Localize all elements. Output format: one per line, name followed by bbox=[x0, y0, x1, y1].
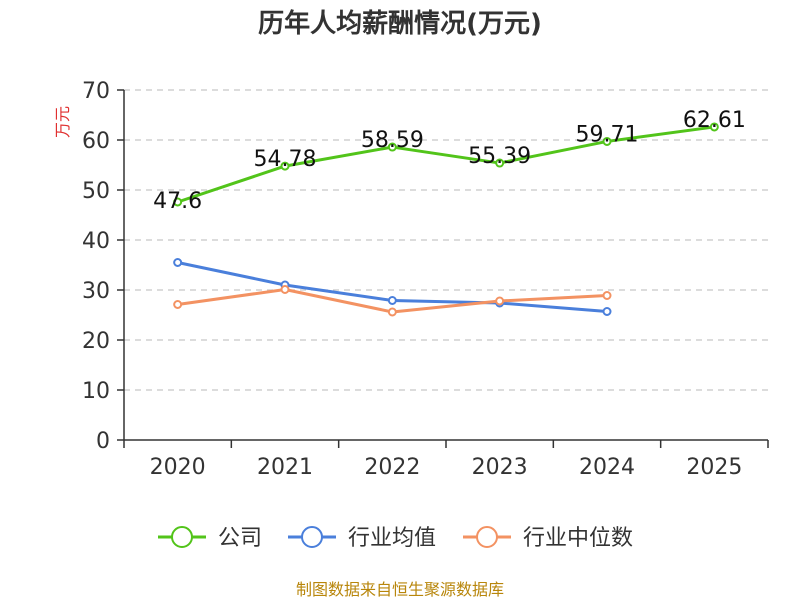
legend-item[interactable]: 行业均值 bbox=[288, 526, 436, 551]
legend[interactable]: 公司 行业均值 行业中位数 bbox=[158, 526, 633, 551]
data-label: 47.6 bbox=[153, 189, 202, 214]
y-tick-label: 0 bbox=[96, 429, 110, 454]
series-line bbox=[177, 125, 715, 204]
x-tick-label: 2024 bbox=[579, 455, 635, 480]
series-2 bbox=[173, 285, 612, 317]
data-label: 55.39 bbox=[468, 144, 531, 169]
source-note: 制图数据来自恒生聚源数据库 bbox=[296, 580, 504, 599]
y-tick-label: 50 bbox=[82, 179, 110, 204]
legend-label: 公司 bbox=[218, 526, 262, 551]
legend-item[interactable]: 公司 bbox=[158, 526, 262, 551]
data-point bbox=[173, 300, 183, 309]
legend-label: 行业中位数 bbox=[523, 526, 633, 551]
legend-label: 行业均值 bbox=[348, 526, 436, 551]
data-label: 62.61 bbox=[683, 108, 746, 133]
data-point bbox=[280, 161, 290, 171]
y-tick-label: 20 bbox=[82, 329, 110, 354]
x-tick-label: 2025 bbox=[686, 455, 742, 480]
legend-item[interactable]: 行业中位数 bbox=[463, 526, 633, 551]
data-point bbox=[387, 307, 397, 317]
data-point bbox=[495, 296, 505, 306]
gridlines bbox=[124, 89, 768, 391]
series-layer bbox=[173, 122, 719, 317]
data-label: 54.78 bbox=[254, 147, 317, 172]
legend-swatch-marker bbox=[476, 526, 498, 548]
data-labels: 47.6 54.78 58.59 55.39 59.71 62.61 bbox=[153, 108, 746, 214]
series-0 bbox=[173, 122, 719, 207]
y-tick-label: 10 bbox=[82, 379, 110, 404]
data-point bbox=[495, 158, 505, 168]
x-tick-label: 2022 bbox=[364, 455, 420, 480]
y-axis-unit-label: 万元 bbox=[53, 106, 72, 138]
data-point bbox=[709, 122, 719, 132]
y-tick-label: 70 bbox=[82, 79, 110, 104]
x-tick-label: 2021 bbox=[257, 455, 313, 480]
data-point bbox=[602, 136, 612, 146]
series-1 bbox=[173, 258, 612, 316]
y-tick-label: 40 bbox=[82, 229, 110, 254]
data-point bbox=[602, 291, 612, 300]
axes: 0 10 20 30 40 50 60 70 2020 2021 2022 2023 2024 2025 bbox=[82, 79, 769, 480]
data-label: 59.71 bbox=[576, 122, 639, 147]
data-point bbox=[280, 285, 290, 294]
data-point bbox=[602, 307, 612, 316]
x-tick-label: 2023 bbox=[472, 455, 528, 480]
legend-swatch-marker bbox=[301, 526, 323, 548]
data-point bbox=[173, 258, 183, 267]
x-tick-label: 2020 bbox=[150, 455, 206, 480]
chart-title: 历年人均薪酬情况(万元) bbox=[258, 8, 542, 39]
legend-swatch-marker bbox=[171, 526, 193, 548]
y-tick-label: 60 bbox=[82, 129, 110, 154]
y-tick-label: 30 bbox=[82, 279, 110, 304]
data-point bbox=[387, 296, 397, 305]
data-label: 58.59 bbox=[361, 128, 424, 153]
data-point bbox=[173, 197, 183, 207]
data-point bbox=[387, 142, 397, 152]
